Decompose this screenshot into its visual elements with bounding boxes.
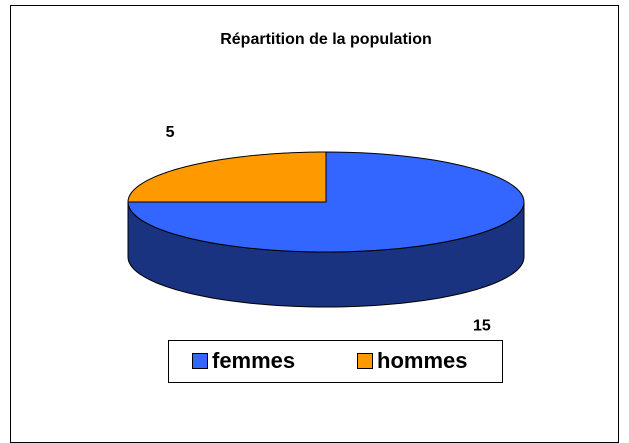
legend-swatch [192, 353, 208, 369]
legend-label: hommes [377, 348, 467, 373]
data-label: 15 [473, 318, 491, 335]
pie: 15 5 [127, 124, 525, 335]
legend [168, 340, 503, 383]
pie-slice [127, 151, 327, 203]
legend-swatch [357, 353, 373, 369]
pie-slice [127, 151, 525, 253]
legend-items: femmes hommes [192, 348, 467, 373]
legend-label: femmes [212, 348, 295, 373]
data-label: 5 [166, 124, 175, 141]
chart-title: Répartition de la population [220, 31, 432, 48]
